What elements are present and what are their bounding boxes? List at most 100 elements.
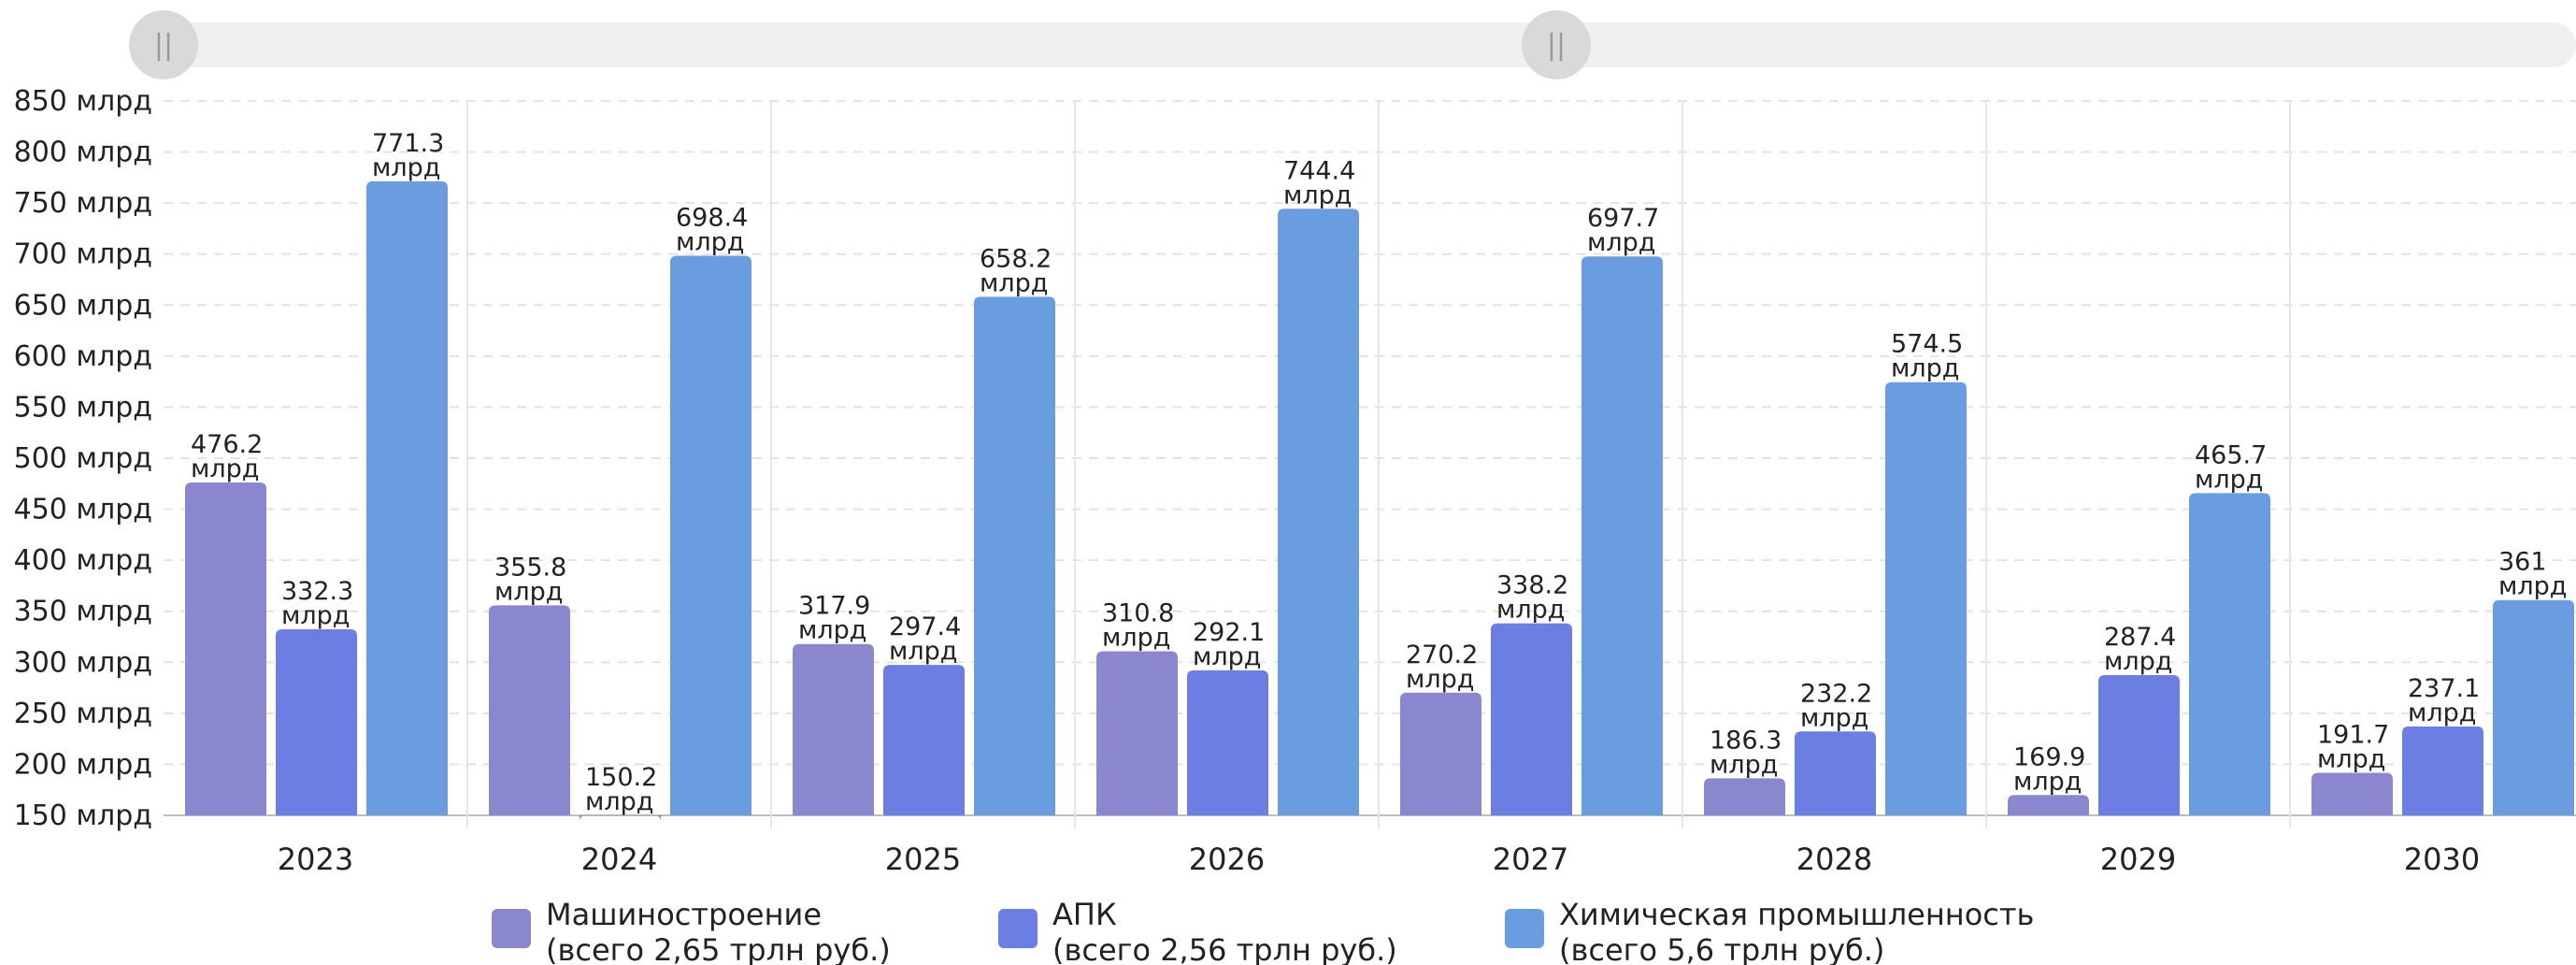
legend-series-name: Химическая промышленность xyxy=(1559,897,2034,932)
y-tick-label: 400 млрд xyxy=(14,544,152,577)
data-label-value: 338.2 xyxy=(1496,571,1568,600)
y-tick-label: 700 млрд xyxy=(14,238,152,271)
data-label-value: 317.9 xyxy=(798,592,870,621)
bar xyxy=(670,255,751,815)
bar xyxy=(1885,382,1967,815)
range-scrollbar[interactable]: || || xyxy=(129,10,2576,79)
legend-series-note: (всего 2,56 трлн руб.) xyxy=(1052,932,1397,965)
bar xyxy=(1187,670,1268,815)
data-label-value: 287.4 xyxy=(2104,623,2176,652)
scrollbar-right-handle-grip: || xyxy=(1547,29,1566,62)
y-tick-label: 850 млрд xyxy=(14,85,152,118)
y-tick-label: 350 млрд xyxy=(14,596,152,628)
bar xyxy=(185,482,266,815)
y-tick-label: 500 млрд xyxy=(14,442,152,475)
legend-series-name: Машиностроение xyxy=(546,897,822,932)
data-label-value: 232.2 xyxy=(1800,679,1872,708)
y-tick-label: 550 млрд xyxy=(14,391,152,424)
data-label-unit: млрд xyxy=(1193,642,1261,671)
legend-swatch xyxy=(1505,909,1544,948)
data-label-unit: млрд xyxy=(1800,703,1868,732)
data-label-unit: млрд xyxy=(372,153,440,182)
data-label-value: 270.2 xyxy=(1406,641,1478,670)
x-tick-label: 2030 xyxy=(2404,842,2480,877)
scrollbar-right-handle[interactable]: || xyxy=(1522,10,1591,79)
x-tick-label: 2023 xyxy=(278,842,353,877)
data-label-unit: млрд xyxy=(980,268,1048,297)
data-label-unit: млрд xyxy=(1102,623,1170,652)
data-label-value: 186.3 xyxy=(1710,726,1782,755)
data-label-unit: млрд xyxy=(1710,750,1778,779)
y-tick-label: 200 млрд xyxy=(14,748,152,781)
legend-swatch xyxy=(998,909,1038,948)
data-label-unit: млрд xyxy=(2408,699,2476,727)
scrollbar-left-handle-grip: || xyxy=(154,29,173,62)
legend-item[interactable]: Химическая промышленность(всего 5,6 трлн… xyxy=(1505,897,2034,965)
legend-item[interactable]: АПК(всего 2,56 трлн руб.) xyxy=(998,897,1397,965)
data-label-unit: млрд xyxy=(2104,647,2172,676)
bar xyxy=(1278,209,1359,815)
data-label-unit: млрд xyxy=(798,616,866,645)
data-label-unit: млрд xyxy=(1496,596,1565,625)
y-tick-label: 800 млрд xyxy=(14,137,152,169)
bar xyxy=(793,643,874,815)
data-label-value: 150.2 xyxy=(585,763,657,792)
data-label-value: 744.4 xyxy=(1283,156,1355,185)
bar xyxy=(1096,651,1178,815)
scrollbar-left-handle[interactable]: || xyxy=(129,10,198,79)
data-label-unit: млрд xyxy=(191,454,259,483)
data-label-unit: млрд xyxy=(1587,228,1655,257)
data-label-value: 658.2 xyxy=(980,244,1052,273)
data-label-value: 361 xyxy=(2498,548,2547,577)
bar xyxy=(974,296,1055,815)
data-label-unit: млрд xyxy=(676,227,744,256)
legend-item[interactable]: Машиностроение(всего 2,65 трлн руб.) xyxy=(492,897,891,965)
bar xyxy=(883,665,965,815)
bar xyxy=(2402,726,2483,815)
bar xyxy=(366,180,448,815)
data-label-value: 476.2 xyxy=(191,430,263,459)
legend-series-name: АПК xyxy=(1052,897,1117,932)
legend: Машиностроение(всего 2,65 трлн руб.)АПК(… xyxy=(492,897,2034,965)
bar xyxy=(1581,256,1663,815)
x-tick-label: 2025 xyxy=(885,842,961,877)
y-tick-label: 650 млрд xyxy=(14,289,152,322)
data-label-value: 771.3 xyxy=(372,129,444,158)
data-label-unit: млрд xyxy=(585,787,653,816)
scrollbar-track[interactable] xyxy=(164,22,2576,67)
legend-swatch xyxy=(492,909,531,948)
data-label-unit: млрд xyxy=(889,637,957,666)
x-axis: 2023 2024 2025 2026 2027 2028 2029 2030 xyxy=(278,842,2480,877)
data-label-unit: млрд xyxy=(1891,354,1959,383)
bars xyxy=(185,180,2574,822)
bar xyxy=(1400,692,1481,815)
data-label-value: 332.3 xyxy=(281,577,353,606)
data-label-value: 574.5 xyxy=(1891,330,1963,359)
x-tick-label: 2026 xyxy=(1189,842,1265,877)
data-label-value: 698.4 xyxy=(676,203,748,232)
y-tick-label: 750 млрд xyxy=(14,187,152,220)
bar xyxy=(1491,623,1572,815)
data-label-value: 310.8 xyxy=(1102,598,1174,627)
bar xyxy=(2311,772,2393,815)
x-tick-label: 2028 xyxy=(1796,842,1872,877)
y-tick-label: 250 млрд xyxy=(14,698,152,730)
bar xyxy=(276,629,357,815)
data-label-unit: млрд xyxy=(1283,180,1352,209)
data-label-unit: млрд xyxy=(281,601,350,630)
bar xyxy=(489,605,570,815)
data-label-unit: млрд xyxy=(494,577,563,606)
category-separators xyxy=(466,101,2291,828)
data-label-value: 237.1 xyxy=(2408,674,2480,703)
data-label-value: 355.8 xyxy=(494,553,566,582)
grid xyxy=(164,100,2576,816)
data-label-value: 697.7 xyxy=(1587,204,1659,233)
bar xyxy=(1704,778,1785,815)
y-tick-label: 150 млрд xyxy=(14,799,152,832)
bar xyxy=(2189,493,2270,815)
data-label-value: 297.4 xyxy=(889,612,961,641)
data-label-value: 292.1 xyxy=(1193,618,1265,647)
legend-series-note: (всего 2,65 трлн руб.) xyxy=(546,932,891,965)
data-label-unit: млрд xyxy=(1406,665,1474,694)
